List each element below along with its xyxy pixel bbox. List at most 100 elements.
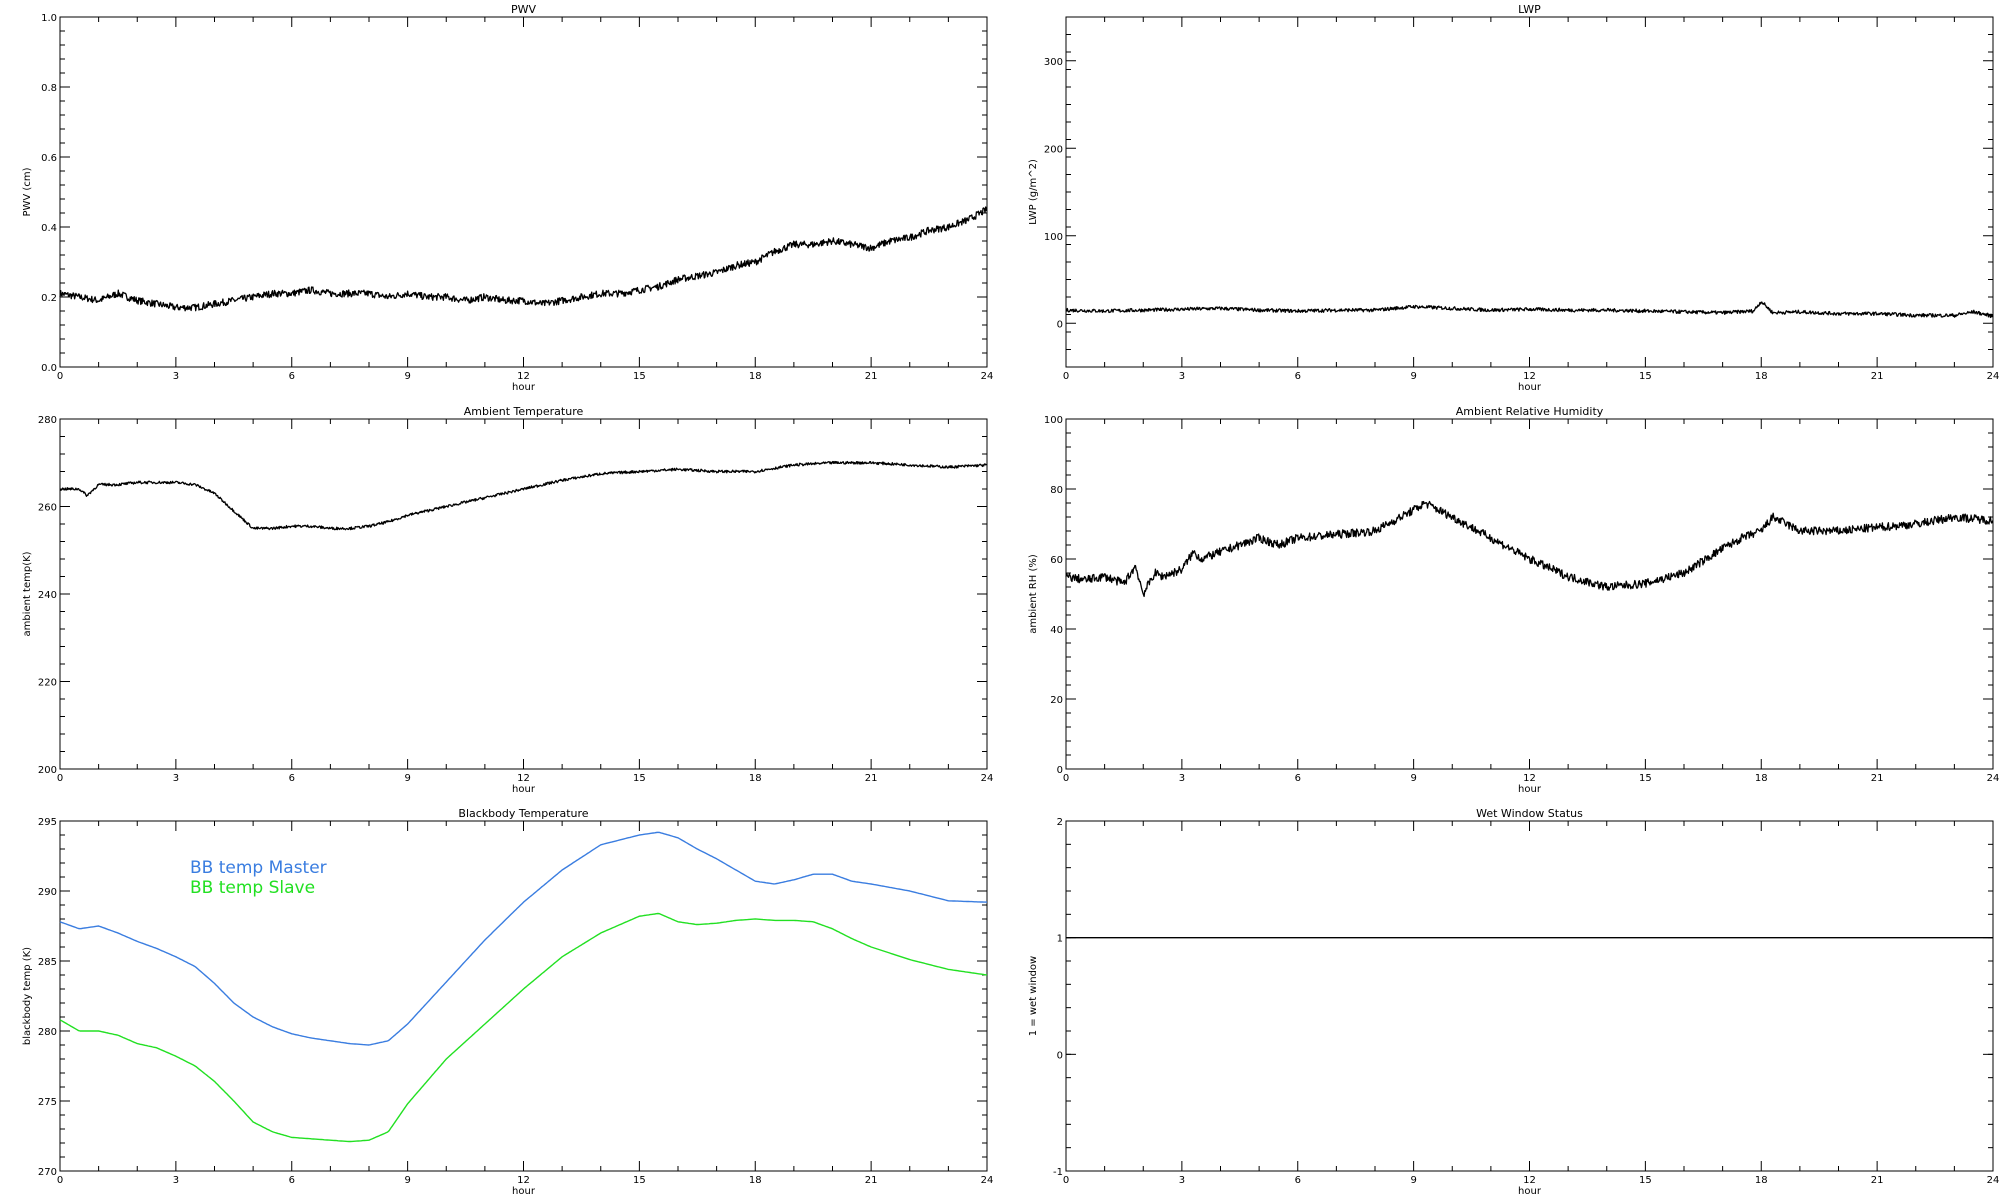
series-line-bb-temp-master [59,831,988,1046]
x-axis-label: hour [512,1186,536,1197]
x-tick-label: 12 [517,1175,530,1186]
legend-entry: BB temp Slave [190,878,315,898]
x-axis-label: hour [1518,1186,1542,1197]
y-tick-label: 200 [1044,144,1063,155]
x-tick-label: 21 [1871,371,1884,382]
y-tick-label: 260 [38,503,57,514]
x-tick-label: 21 [865,1175,878,1186]
y-axis-label: LWP (g/m^2) [1028,159,1039,225]
y-tick-label: 80 [1050,485,1063,496]
x-tick-label: 0 [1063,773,1069,784]
y-tick-label: 220 [38,678,57,689]
x-tick-label: 6 [1295,773,1301,784]
x-tick-label: 18 [749,773,762,784]
y-tick-label: 100 [1044,415,1063,426]
y-tick-label: 20 [1050,695,1063,706]
chart-panel-3: Ambient Temperature 0 3 6 9 12 15 18 21 24 hour 200… [22,405,993,795]
plot-frame [59,16,988,368]
y-axis-label: ambient temp(K) [22,551,33,636]
y-tick-label: 0 [1057,319,1063,330]
x-tick-label: 12 [1523,1175,1536,1186]
chart-title: Ambient Relative Humidity [1456,405,1604,418]
series-line-bb-temp-slave [59,912,988,1143]
y-tick-label: 1.0 [41,13,57,24]
x-axis-label: hour [512,382,536,393]
series-line-1-1 [59,206,988,312]
x-tick-label: 0 [57,1175,63,1186]
x-tick-label: 15 [1639,1175,1652,1186]
y-tick-label: 275 [38,1097,57,1108]
x-tick-label: 6 [1295,371,1301,382]
x-tick-label: 9 [404,371,410,382]
x-tick-label: 9 [404,773,410,784]
x-tick-label: 6 [289,371,295,382]
x-tick-label: 18 [1755,371,1768,382]
y-tick-label: 100 [1044,232,1063,243]
x-tick-label: 15 [1639,773,1652,784]
x-tick-label: 24 [981,371,994,382]
y-axis-label: PWV (cm) [22,167,33,216]
x-tick-label: 24 [1987,773,2000,784]
x-axis-label: hour [1518,382,1542,393]
y-axis-label: blackbody temp (K) [22,947,33,1045]
y-tick-label: 280 [38,415,57,426]
x-tick-label: 15 [1639,371,1652,382]
y-tick-label: 270 [38,1167,57,1178]
y-tick-label: 280 [38,1027,57,1038]
x-tick-label: 18 [749,1175,762,1186]
y-tick-label: 0 [1057,1050,1063,1061]
y-tick-label: -1 [1053,1167,1063,1178]
x-tick-label: 24 [981,1175,994,1186]
x-tick-label: 0 [57,773,63,784]
x-tick-label: 24 [1987,1175,2000,1186]
x-tick-label: 6 [1295,1175,1301,1186]
chart-title: LWP [1518,3,1541,16]
plot-frame [59,418,988,770]
x-tick-label: 15 [633,1175,646,1186]
y-tick-label: 0.8 [41,83,57,94]
legend-entry: BB temp Master [190,858,327,878]
x-tick-label: 3 [173,773,179,784]
x-tick-label: 3 [1179,773,1185,784]
x-tick-label: 6 [289,773,295,784]
x-tick-label: 18 [1755,1175,1768,1186]
x-tick-label: 21 [1871,1175,1884,1186]
x-tick-label: 3 [173,371,179,382]
x-tick-label: 12 [1523,371,1536,382]
y-tick-label: 0 [1057,765,1063,776]
series-line-4-1 [1065,500,1994,598]
chart-title: Blackbody Temperature [458,807,588,820]
x-tick-label: 18 [749,371,762,382]
chart-panel-2: LWP 0 3 6 9 12 15 18 21 24 hour 0 100 200 300 LWP (g/m^… [1028,3,1999,393]
series-line-2-1 [1065,301,1994,319]
y-tick-label: 2 [1057,817,1063,828]
x-tick-label: 3 [1179,1175,1185,1186]
y-tick-label: 0.0 [41,363,57,374]
chart-panel-5: Blackbody Temperature 0 3 6 9 12 15 18 21 24 hour 2… [22,807,993,1197]
y-tick-label: 200 [38,765,57,776]
chart-panel-4: Ambient Relative Humidity 0 3 6 9 12 15 18 21 24 h… [1028,405,1999,795]
x-tick-label: 21 [865,773,878,784]
x-axis-label: hour [1518,784,1542,795]
y-tick-label: 285 [38,957,57,968]
plot-frame [1065,418,1994,770]
chart-title: Ambient Temperature [464,405,584,418]
x-axis-label: hour [512,784,536,795]
y-tick-label: 40 [1050,625,1063,636]
chart-panel-1: PWV 0 3 6 9 12 15 18 21 24 hour 0.0 0.2 0.4 0.6 0.8 1.0 P… [22,3,993,393]
y-tick-label: 60 [1050,555,1063,566]
x-tick-label: 9 [1410,371,1416,382]
y-tick-label: 290 [38,887,57,898]
x-tick-label: 0 [1063,1175,1069,1186]
chart-title: Wet Window Status [1476,807,1583,820]
y-tick-label: 0.4 [41,223,57,234]
chart-title: PWV [511,3,537,16]
x-tick-label: 12 [517,371,530,382]
x-tick-label: 21 [865,371,878,382]
y-axis-label: ambient RH (%) [1028,554,1039,634]
y-tick-label: 300 [1044,57,1063,68]
x-tick-label: 3 [1179,371,1185,382]
x-tick-label: 12 [517,773,530,784]
